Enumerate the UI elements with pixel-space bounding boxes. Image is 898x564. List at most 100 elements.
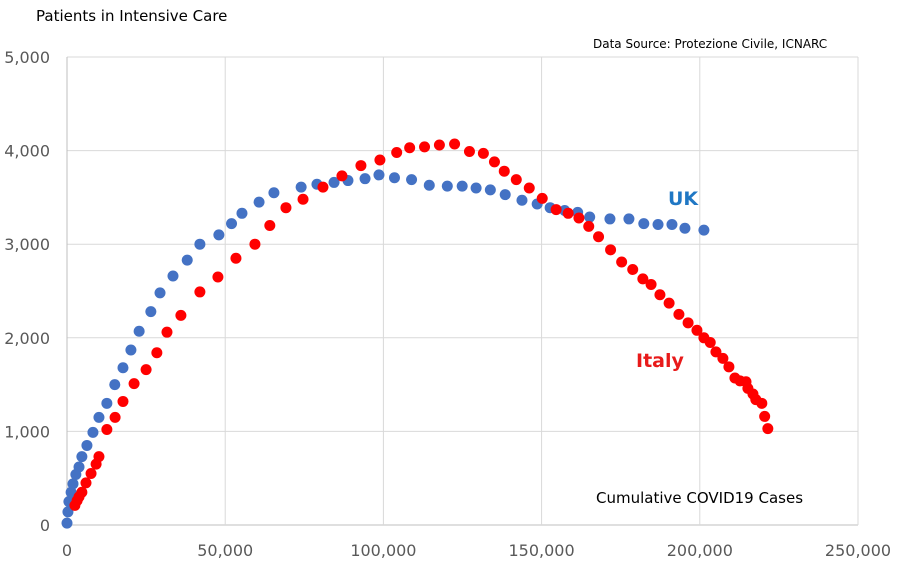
data-point-italy — [151, 347, 163, 359]
data-point-uk — [76, 451, 88, 463]
data-point-uk — [154, 287, 166, 299]
chart-title: Patients in Intensive Care — [36, 7, 227, 25]
data-point-uk — [181, 254, 193, 266]
data-point-uk — [73, 461, 85, 473]
series-label-italy: Italy — [636, 350, 684, 372]
gridlines — [66, 56, 859, 526]
data-point-italy — [663, 297, 675, 309]
data-point-italy — [645, 278, 657, 290]
data-point-italy — [297, 193, 309, 205]
data-point-uk — [213, 229, 225, 241]
data-point-uk — [359, 173, 371, 185]
data-point-italy — [404, 142, 416, 154]
data-point-uk — [604, 213, 616, 225]
data-point-italy — [93, 451, 105, 463]
data-point-italy — [463, 146, 475, 158]
data-point-italy — [101, 424, 113, 436]
data-point-uk — [456, 180, 468, 192]
data-point-italy — [510, 174, 522, 186]
data-point-italy — [756, 397, 768, 409]
data-point-uk — [295, 181, 307, 193]
x-tick-label: 250,000 — [825, 541, 891, 560]
data-point-italy — [194, 286, 206, 298]
y-tick-label: 5,000 — [4, 48, 50, 67]
y-tick-label: 4,000 — [4, 142, 50, 161]
data-point-italy — [140, 364, 152, 376]
data-point-italy — [704, 336, 716, 348]
y-tick-label: 0 — [40, 516, 50, 535]
data-point-italy — [573, 212, 585, 224]
data-point-italy — [249, 238, 261, 250]
data-point-italy — [550, 204, 562, 216]
data-point-uk — [236, 207, 248, 219]
data-point-italy — [280, 202, 292, 214]
data-point-italy — [759, 410, 771, 422]
data-point-italy — [616, 256, 628, 268]
data-point-italy — [682, 317, 694, 329]
x-tick-label: 50,000 — [197, 541, 253, 560]
data-point-uk — [268, 187, 280, 199]
data-point-italy — [264, 219, 276, 231]
data-point-italy — [109, 411, 121, 423]
data-point-uk — [81, 439, 93, 451]
data-point-uk — [698, 224, 710, 236]
data-point-uk — [516, 194, 528, 206]
x-tick-label: 200,000 — [667, 541, 733, 560]
data-point-italy — [128, 378, 140, 390]
data-point-uk — [145, 306, 157, 318]
data-point-italy — [433, 139, 445, 151]
data-point-italy — [374, 154, 386, 166]
data-point-uk — [652, 219, 664, 231]
data-point-uk — [87, 426, 99, 438]
data-point-italy — [391, 146, 403, 158]
data-point-italy — [317, 181, 329, 193]
y-tick-label: 1,000 — [4, 422, 50, 441]
data-point-uk — [499, 189, 511, 201]
data-point-italy — [627, 263, 639, 275]
data-point-uk — [67, 478, 79, 490]
x-tick-label: 150,000 — [509, 541, 575, 560]
data-point-italy — [76, 486, 88, 498]
data-point-italy — [85, 468, 97, 480]
data-point-uk — [470, 182, 482, 194]
x-tick-label: 0 — [62, 541, 72, 560]
data-point-uk — [666, 219, 678, 231]
data-point-uk — [253, 196, 265, 208]
data-point-italy — [723, 361, 735, 373]
data-point-italy — [654, 289, 666, 301]
data-point-uk — [373, 169, 385, 181]
data-point-uk — [62, 506, 74, 518]
data-point-uk — [388, 172, 400, 184]
data-point-italy — [593, 231, 605, 243]
data-point-uk — [133, 325, 145, 337]
data-points — [61, 138, 774, 529]
data-point-italy — [212, 271, 224, 283]
data-point-italy — [336, 170, 348, 182]
data-point-italy — [762, 423, 774, 435]
data-point-uk — [93, 411, 105, 423]
data-point-uk — [484, 184, 496, 196]
series-label-uk: UK — [668, 188, 699, 210]
data-point-italy — [710, 346, 722, 358]
y-tick-label: 3,000 — [4, 235, 50, 254]
data-point-uk — [65, 486, 77, 498]
data-point-uk — [679, 222, 691, 234]
data-point-italy — [355, 160, 367, 172]
data-point-uk — [638, 218, 650, 230]
data-point-uk — [623, 213, 635, 225]
x-axis-ticks: 0 50,000 100,000 150,000 200,000 250,000 — [62, 541, 891, 560]
data-point-uk — [125, 344, 137, 356]
data-point-uk — [194, 238, 206, 250]
data-point-italy — [673, 308, 685, 320]
data-point-uk — [109, 379, 121, 391]
data-point-italy — [80, 477, 92, 489]
data-point-uk — [117, 362, 129, 374]
data-point-italy — [583, 220, 595, 232]
y-axis-ticks: 0 1,000 2,000 3,000 4,000 5,000 — [4, 48, 50, 535]
x-tick-label: 100,000 — [350, 541, 416, 560]
x-axis-label: Cumulative COVID19 Cases — [596, 489, 803, 507]
data-point-italy — [536, 192, 548, 204]
data-point-italy — [175, 309, 187, 321]
data-point-italy — [419, 141, 431, 153]
